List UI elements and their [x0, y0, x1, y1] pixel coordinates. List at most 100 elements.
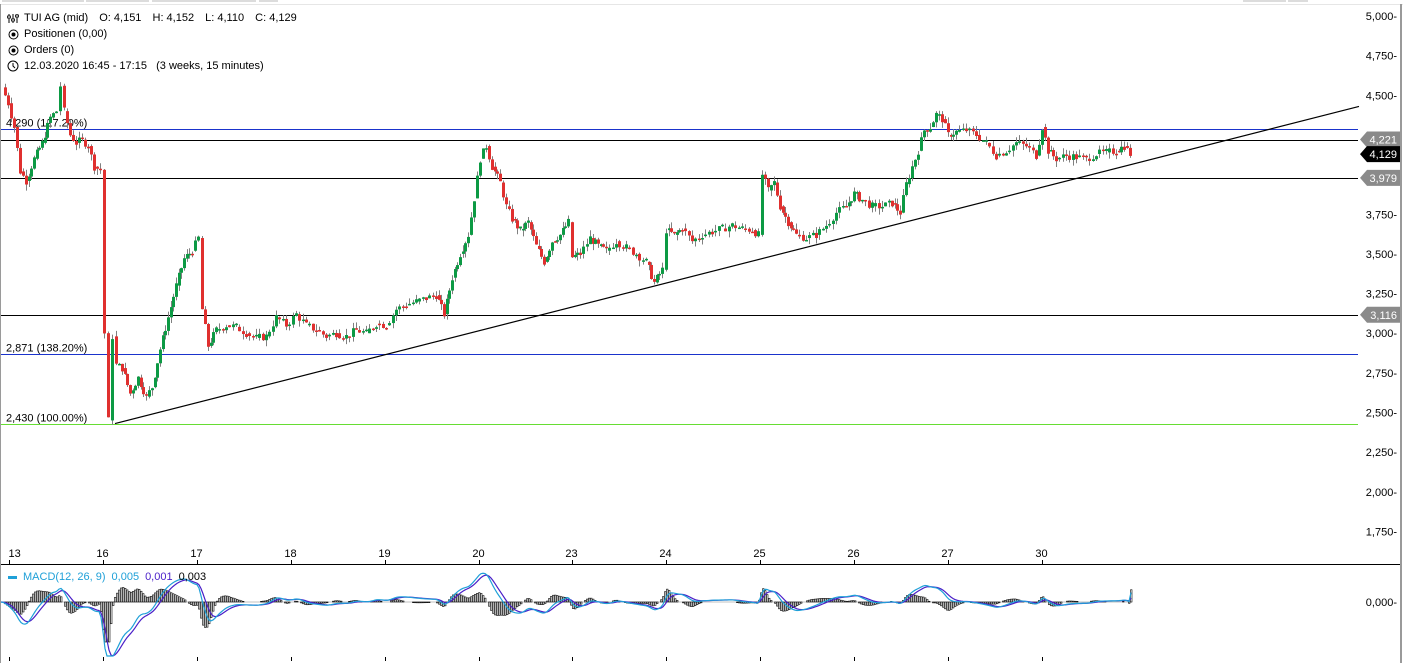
- trendline[interactable]: [114, 105, 1360, 425]
- positions-row[interactable]: Positionen (0,00): [6, 26, 305, 42]
- positions-label: Positionen (0,00): [24, 28, 108, 40]
- candle-up: [731, 223, 734, 227]
- candle-up: [842, 206, 845, 208]
- timeframe-row[interactable]: 12.03.2020 16:45 - 17:15 (3 weeks, 15 mi…: [6, 58, 305, 74]
- macd-zero-label: 0,000-: [1366, 597, 1398, 609]
- macd-histogram-bar: [940, 601, 943, 607]
- macd-histogram-bar: [584, 600, 587, 603]
- macd-histogram-bar: [12, 601, 15, 610]
- candle-down: [1028, 146, 1031, 148]
- macd-histogram-bar: [812, 598, 815, 603]
- macd-histogram-bar: [236, 599, 239, 603]
- macd-histogram-bar: [470, 596, 473, 603]
- toolbar-tab-1[interactable]: [2, 0, 84, 2]
- macd-histogram-bar: [400, 600, 403, 603]
- candle-down: [7, 95, 10, 106]
- macd-histogram-bar: [700, 601, 703, 604]
- macd-histogram-bar: [936, 601, 939, 604]
- candle-down: [278, 317, 281, 320]
- candle-up: [476, 175, 479, 199]
- candle-down: [1022, 141, 1025, 144]
- macd-histogram-bar: [498, 601, 501, 616]
- toolbar-tab-6[interactable]: [1288, 0, 1308, 2]
- macd-histogram-bar: [846, 600, 849, 603]
- price-tag-shape: [1360, 169, 1400, 186]
- macd-histogram-bar: [172, 593, 175, 603]
- candle-up: [665, 233, 668, 270]
- macd-histogram-bar: [54, 596, 57, 603]
- macd-histogram-bar: [990, 601, 993, 605]
- macd-histogram-bar: [820, 598, 823, 603]
- candle-down: [69, 123, 72, 136]
- candle-up: [345, 335, 348, 339]
- indicator-settings-icon[interactable]: [6, 13, 20, 24]
- candle-up: [456, 265, 459, 270]
- candle-up: [805, 239, 808, 242]
- macd-legend[interactable]: MACD(12, 26, 9) 0,005 0,001 0,003: [8, 571, 206, 583]
- macd-pane: 0,000-: [0, 572, 1398, 657]
- macd-histogram-bar: [458, 594, 461, 603]
- macd-histogram-bar: [418, 601, 421, 604]
- price-tick-label: 2,000-: [1366, 487, 1398, 499]
- time-tick-label: 18: [284, 548, 296, 560]
- price-tag: 3,979: [1360, 169, 1400, 186]
- candle-down: [790, 222, 793, 229]
- macd-histogram-bar: [110, 601, 113, 625]
- macd-histogram-bar: [184, 599, 187, 603]
- macd-histogram-bar: [424, 601, 427, 604]
- trendline[interactable]: [114, 105, 1360, 425]
- candle-down: [543, 256, 546, 265]
- macd-histogram-bar: [848, 600, 851, 603]
- candle-up: [848, 202, 851, 207]
- macd-color-swatch: [8, 575, 17, 579]
- macd-histogram-bar: [260, 601, 263, 603]
- macd-histogram-bar: [688, 601, 691, 607]
- time-tick-label: 23: [565, 548, 577, 560]
- candle-down: [1118, 150, 1121, 153]
- macd-histogram-bar: [768, 597, 771, 603]
- candle-down: [684, 228, 687, 232]
- candle-down: [764, 174, 767, 179]
- toolbar-tab-5[interactable]: [1243, 0, 1286, 2]
- price-tag-shape: [1360, 131, 1400, 148]
- macd-histogram-bar: [14, 601, 17, 611]
- macd-histogram-bar: [870, 601, 873, 606]
- macd-histogram-bar: [508, 601, 511, 614]
- candle-up: [151, 388, 154, 391]
- macd-histogram-bar: [938, 601, 941, 605]
- price-axis[interactable]: 5,000-4,750-4,500-4,250-4,000-3,750-3,50…: [1366, 11, 1398, 538]
- candle-down: [13, 118, 16, 128]
- candle-down: [673, 231, 676, 234]
- macd-histogram-bar: [194, 601, 197, 606]
- candlesticks: [4, 82, 1132, 425]
- price-tick-label: 3,750-: [1366, 209, 1398, 221]
- candle-down: [1047, 137, 1050, 154]
- candle-up: [1008, 150, 1011, 153]
- toolbar-tab-4[interactable]: [259, 0, 278, 2]
- orders-row[interactable]: Orders (0): [6, 42, 305, 58]
- candle-up: [559, 234, 562, 241]
- macd-histogram-bar: [132, 590, 135, 603]
- candle-down: [514, 219, 517, 221]
- candle-up: [656, 274, 659, 283]
- candle-up: [773, 181, 776, 186]
- macd-histogram-bar: [378, 600, 381, 603]
- macd-histogram-bar: [464, 596, 467, 603]
- candle-up: [78, 137, 81, 143]
- macd-histogram-bar: [78, 601, 81, 608]
- candle-down: [262, 333, 265, 341]
- macd-histogram-bar: [818, 598, 821, 603]
- macd-histogram-bar: [200, 601, 203, 619]
- time-axis[interactable]: 13 16 17 18 19 20 23 24 25 26 27 30: [1, 548, 1400, 661]
- candle-down: [899, 210, 902, 215]
- candle-down: [845, 206, 848, 208]
- candle-up: [52, 113, 55, 118]
- candle-down: [691, 235, 694, 242]
- macd-histogram-bar: [690, 601, 693, 607]
- toolbar-tab-2[interactable]: [86, 0, 149, 2]
- candle-down: [382, 323, 385, 328]
- candle-down: [734, 225, 737, 229]
- price-tag: 3,116: [1360, 306, 1400, 323]
- toolbar-tab-3[interactable]: [152, 0, 256, 2]
